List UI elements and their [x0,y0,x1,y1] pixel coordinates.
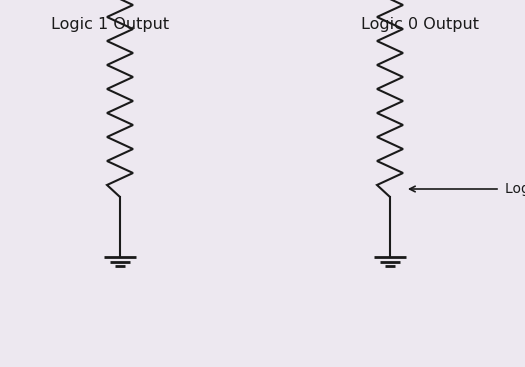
Text: Logic 0 Output: Logic 0 Output [361,17,479,32]
Text: Logic 1 Output: Logic 1 Output [51,17,169,32]
Text: Logic 0: Logic 0 [505,182,525,196]
